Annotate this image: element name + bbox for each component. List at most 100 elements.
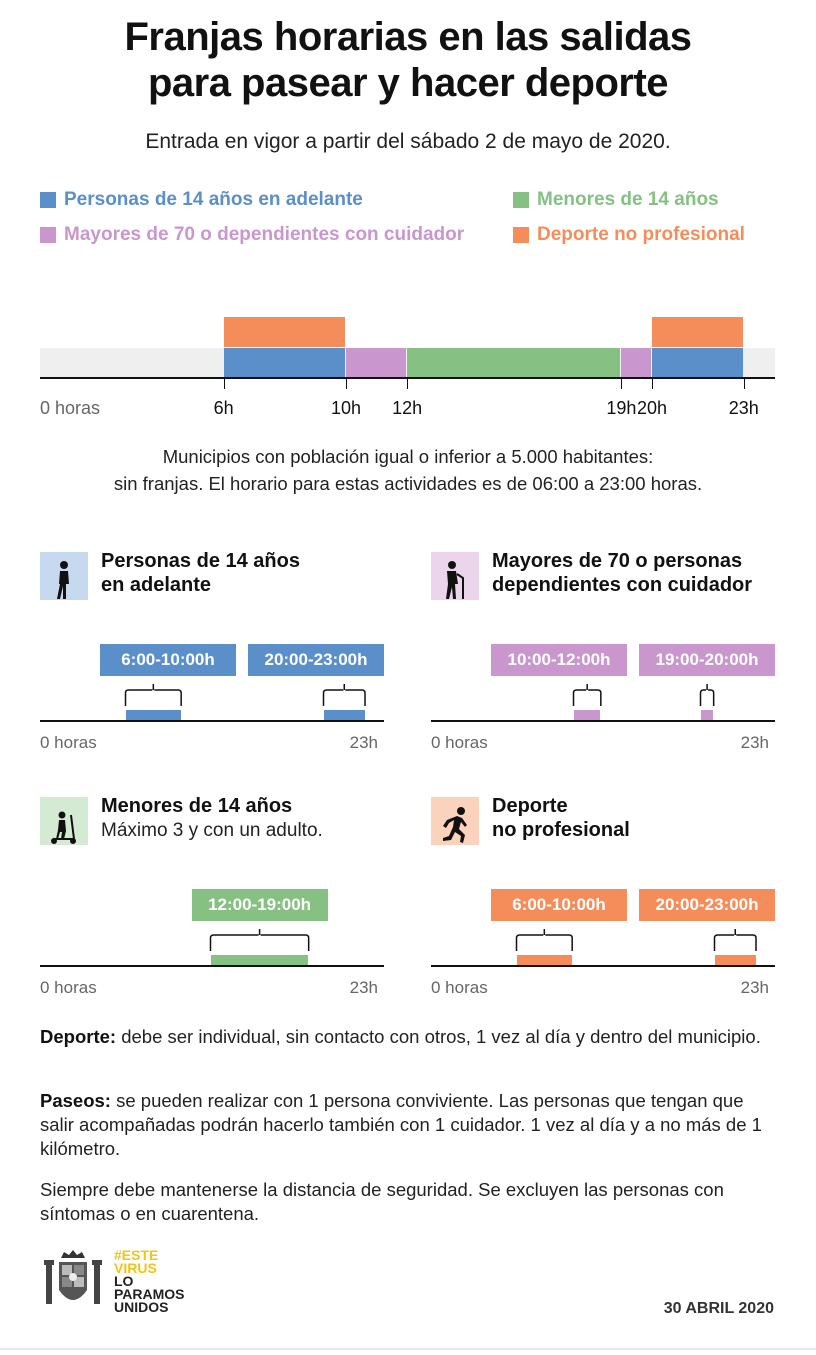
slot-time-label: 6:00-10:00h — [100, 644, 236, 676]
small-towns-note: Municipios con población igual o inferio… — [0, 443, 816, 497]
deporte-paragraph: Deporte: debe ser individual, sin contac… — [40, 1025, 780, 1049]
panel-title-line-1: Personas de 14 años — [101, 550, 300, 572]
schedule-panel-elderly: Mayores de 70 o personas dependientes con… — [431, 548, 781, 788]
timeline-segment-adults — [652, 348, 743, 377]
slot-bar — [211, 955, 309, 965]
legend-item-adults: Personas de 14 años en adelante — [40, 189, 363, 211]
slogan-line-2: VIRUS — [114, 1260, 157, 1276]
panel-title-line-1: Deporte — [492, 795, 568, 817]
panel-axis-end: 23h — [349, 733, 378, 752]
slot-bracket — [714, 929, 758, 951]
slot-bracket — [515, 929, 573, 951]
timeline-tick-label: 23h — [728, 398, 759, 418]
slot-time-label: 20:00-23:00h — [639, 889, 775, 921]
panel-axis — [431, 720, 775, 722]
panel-axis-start: 0 horas — [431, 978, 488, 997]
timeline-tick — [407, 379, 409, 389]
page-title: Franjas horarias en las salidas para pas… — [0, 14, 816, 106]
slot-time-label: 19:00-20:00h — [639, 644, 775, 676]
slot-bar — [573, 710, 600, 720]
running-person-icon — [431, 797, 479, 845]
slot-time-label: 10:00-12:00h — [491, 644, 627, 676]
slot-bracket — [124, 684, 182, 706]
schedule-panel-children: Menores de 14 años Máximo 3 y con un adul… — [40, 793, 390, 1033]
seguridad-paragraph: Siempre debe mantenerse la distancia de … — [40, 1179, 724, 1224]
walking-person-icon — [40, 552, 88, 600]
schedule-panel-sport: Deporte no profesional 6:00-10:00h 20:00-23… — [431, 793, 781, 1033]
panel-axis — [40, 720, 384, 722]
slot-time-label: 6:00-10:00h — [491, 889, 627, 921]
timeline-tick — [621, 379, 623, 389]
legend-item-elderly: Mayores de 70 o dependientes con cuidado… — [40, 224, 464, 246]
publication-date: 30 ABRIL 2020 — [663, 1300, 774, 1317]
timeline-segment-sport — [652, 317, 743, 347]
timeline-segment-elderly — [621, 348, 651, 377]
panel-axis — [40, 965, 384, 967]
panel-title-line-2: dependientes con cuidador — [492, 574, 753, 596]
panel-title: Mayores de 70 o personas dependientes con… — [492, 549, 752, 597]
slogan-line-5: UNIDOS — [114, 1299, 169, 1315]
person-with-cane-icon — [431, 552, 479, 600]
slot-time-label: 20:00-23:00h — [248, 644, 384, 676]
panel-axis-start: 0 horas — [40, 978, 97, 997]
panel-title: Menores de 14 años — [101, 794, 292, 818]
legend-label: Mayores de 70 o dependientes con cuidado… — [64, 224, 465, 245]
timeline-tick-label: 20h — [636, 398, 668, 418]
slogan-line-1: #ESTE — [114, 1247, 159, 1263]
legend-label: Deporte no profesional — [537, 224, 745, 245]
timeline-tick — [743, 379, 745, 389]
panel-axis-start: 0 horas — [431, 733, 488, 752]
timeline-segment-elderly — [346, 348, 407, 377]
note-line-2: sin franjas. El horario para estas activ… — [113, 473, 703, 494]
title-line-2: para pasear y hacer deporte — [147, 61, 669, 105]
paseos-paragraph: Paseos: se pueden realizar con 1 persona… — [40, 1089, 780, 1161]
deporte-text: debe ser individual, sin contacto con ot… — [116, 1026, 761, 1047]
slot-bar — [715, 955, 756, 965]
schedule-panel-adults: Personas de 14 años en adelante 6:00-10:00… — [40, 548, 390, 788]
slot-bar — [126, 710, 181, 720]
panel-subtitle: Máximo 3 y con un adulto. — [101, 820, 323, 841]
timeline-tick-label: 19h — [606, 398, 637, 418]
legend-swatch — [40, 227, 56, 243]
slot-bar — [701, 710, 714, 720]
panel-title: Personas de 14 años en adelante — [101, 549, 300, 597]
slot-bar — [517, 955, 572, 965]
deporte-label: Deporte: — [40, 1026, 117, 1047]
timeline-segment-children — [407, 348, 621, 377]
title-line-1: Franjas horarias en las salidas — [124, 15, 692, 59]
timeline-tick-label: 12h — [392, 398, 423, 418]
paseos-label: Paseos: — [40, 1090, 111, 1111]
legend-label: Menores de 14 años — [537, 189, 719, 210]
legend-swatch — [513, 227, 529, 243]
timeline-tick — [346, 379, 347, 389]
panel-title-line-1: Menores de 14 años — [101, 795, 293, 817]
slot-bracket — [323, 684, 367, 706]
panel-axis-start: 0 horas — [40, 733, 97, 752]
legend-swatch — [513, 192, 529, 208]
panel-axis-end: 23h — [740, 978, 769, 997]
timeline-tick-label: 0 horas — [40, 398, 101, 418]
slogan-line-3: LO — [114, 1273, 134, 1289]
child-on-scooter-icon — [40, 797, 88, 845]
timeline-tick-label: 10h — [330, 398, 362, 418]
slogan-line-4: PARAMOS — [114, 1286, 185, 1302]
slot-bracket — [699, 684, 715, 706]
timeline-axis — [40, 377, 775, 379]
main-timeline: 0 horas 6h 10h 12h 19h 20h 23h — [0, 300, 816, 430]
slot-bracket — [572, 684, 602, 706]
timeline-segment-sport — [223, 317, 345, 347]
legend-label: Personas de 14 años en adelante — [64, 189, 363, 210]
legend-item-children: Menores de 14 años — [513, 189, 719, 211]
panel-title-line-2: no profesional — [492, 819, 630, 841]
legend-item-sport: Deporte no profesional — [513, 224, 745, 246]
panel-title-line-2: en adelante — [101, 574, 212, 596]
timeline-segment-adults — [223, 348, 345, 377]
note-line-1: Municipios con población igual o inferio… — [162, 446, 654, 467]
paseos-text: se pueden realizar con 1 persona convivi… — [40, 1090, 762, 1159]
slot-time-label: 12:00-19:00h — [191, 889, 328, 921]
slogan: #ESTE VIRUS LO PARAMOS UNIDOS — [114, 1247, 185, 1315]
slot-bar — [324, 710, 365, 720]
timeline-tick — [652, 379, 653, 389]
panel-axis-end: 23h — [740, 733, 769, 752]
legend-swatch — [40, 192, 56, 208]
